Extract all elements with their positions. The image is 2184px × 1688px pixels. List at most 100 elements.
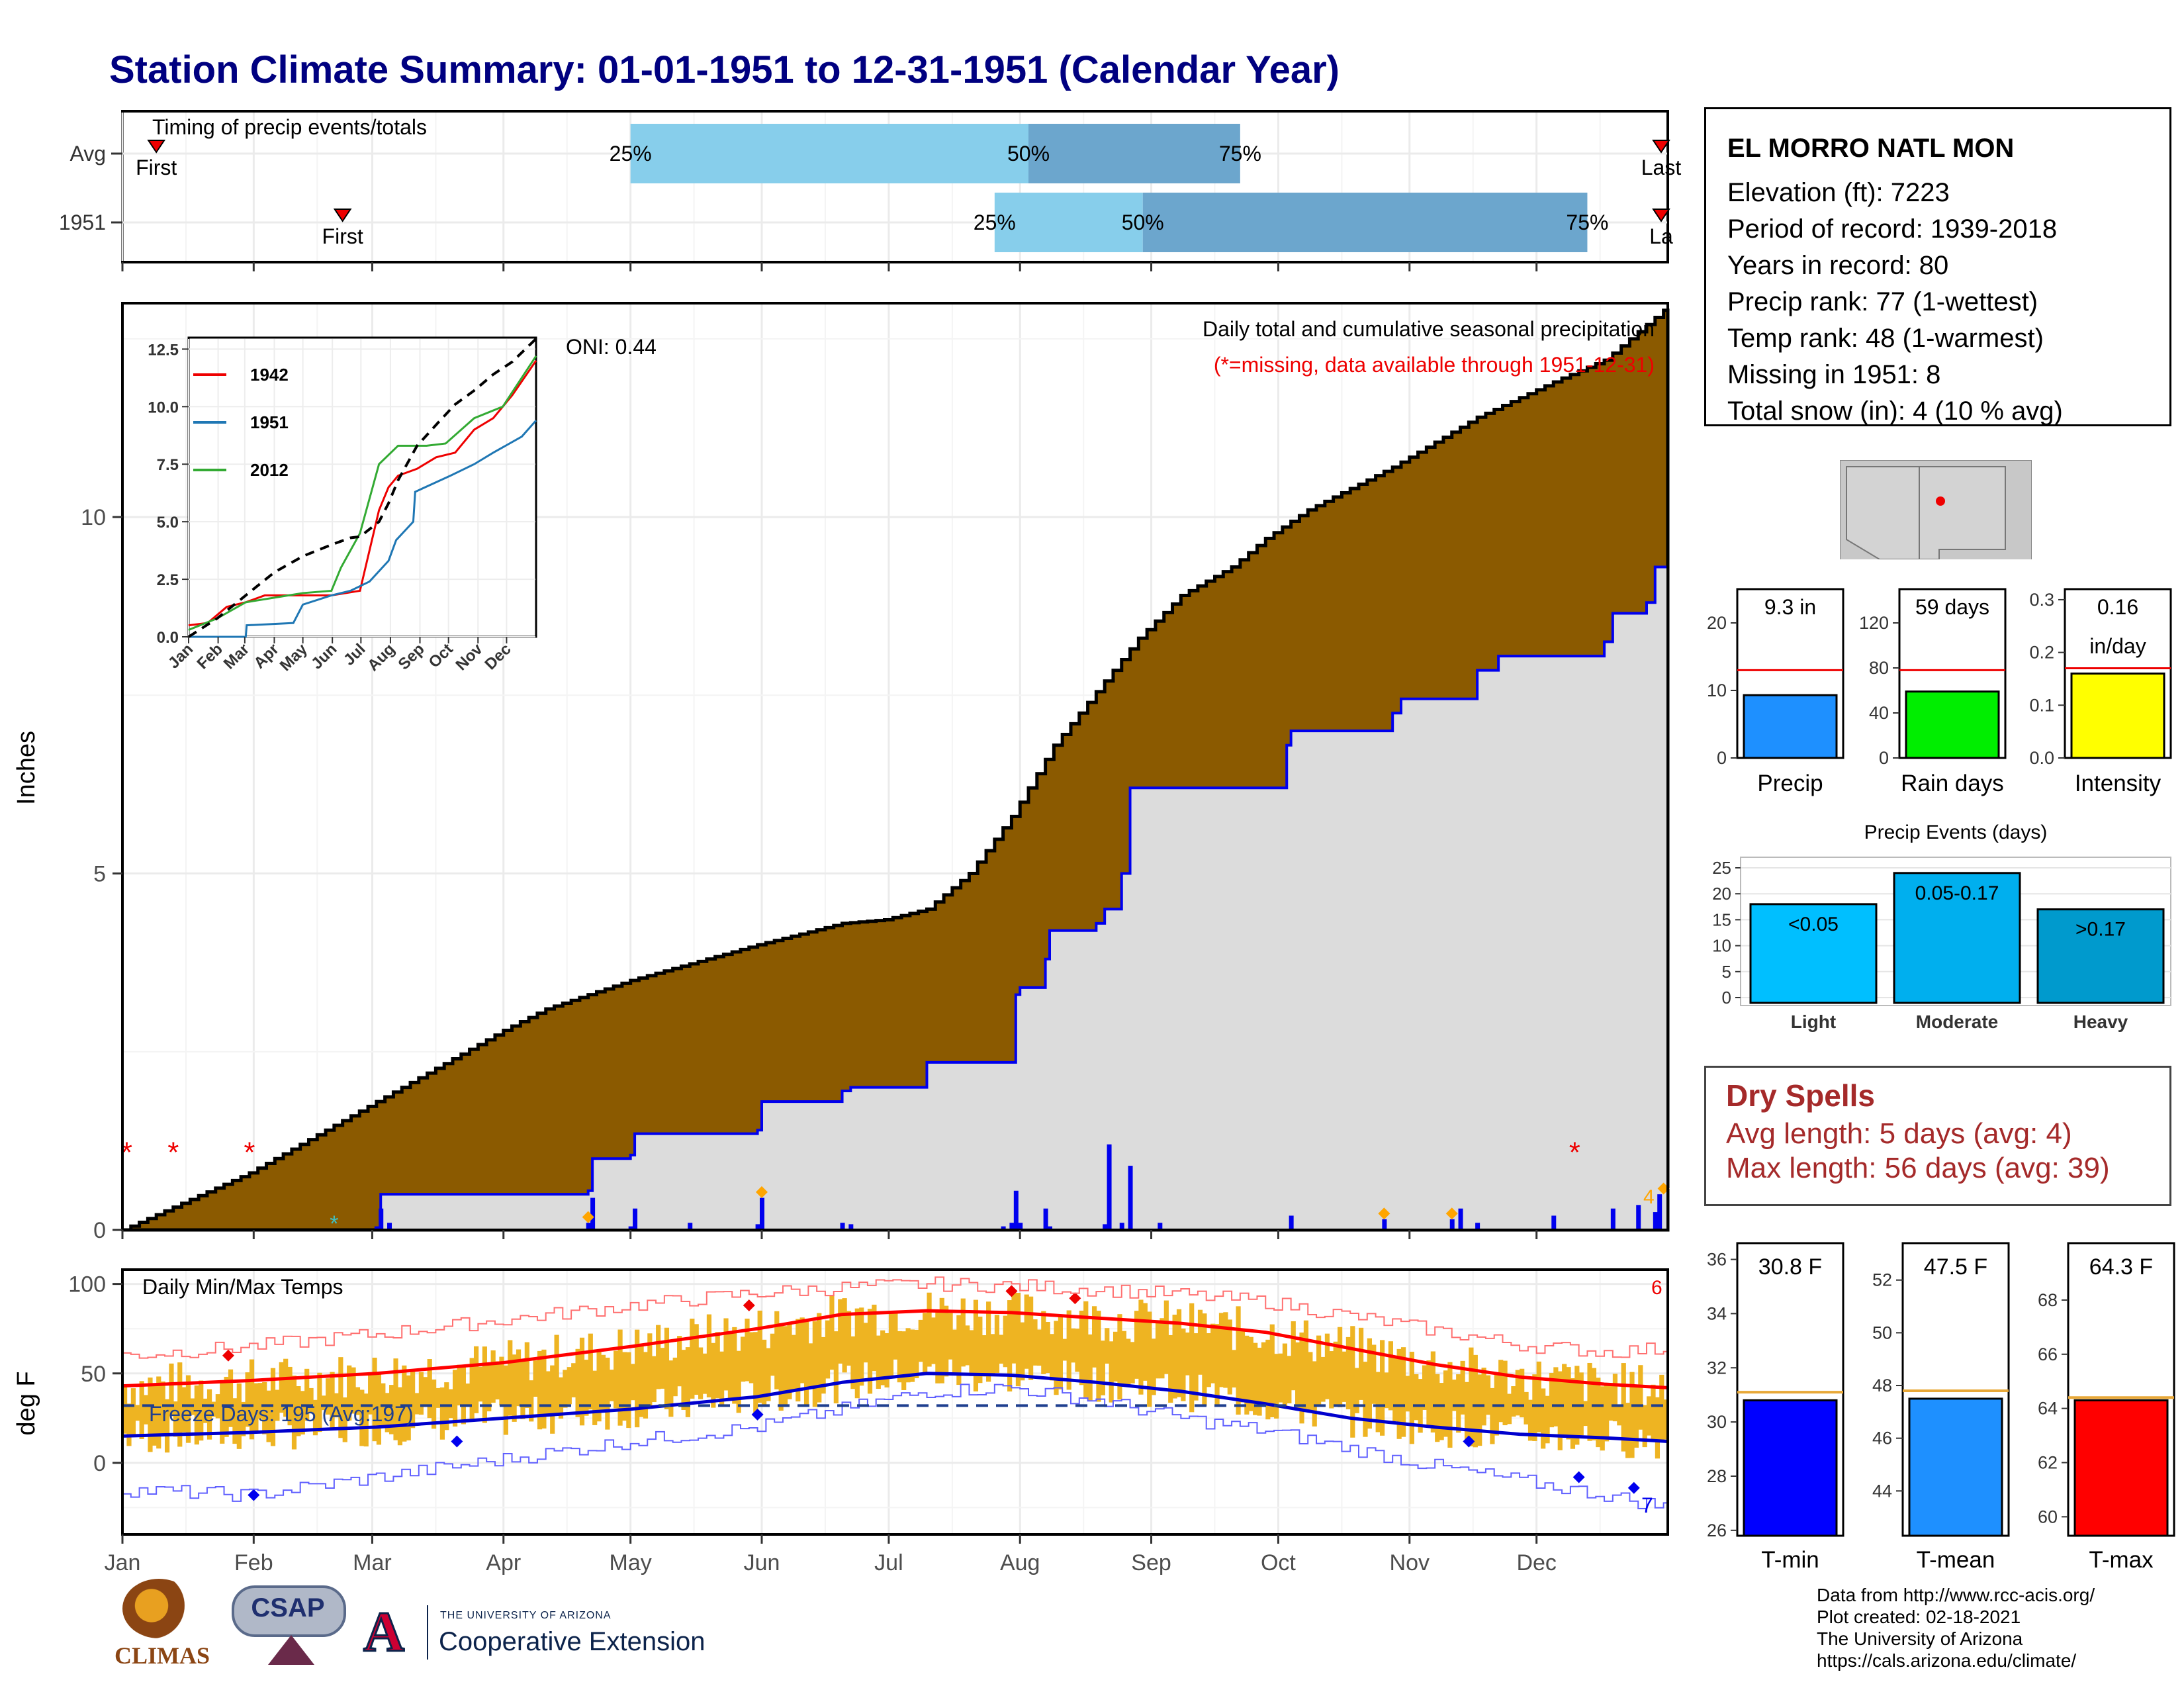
record-temp-marker	[1005, 1285, 1018, 1297]
station-precip-rank: Precip rank: 77 (1-wettest)	[1727, 287, 2038, 316]
daily-precip-bar	[387, 1223, 392, 1230]
temp-daily-bar	[1659, 1374, 1664, 1442]
station-snow: Total snow (in): 4 (10 % avg)	[1727, 397, 2063, 426]
temp-daily-bar	[1274, 1354, 1279, 1419]
temp-daily-bar	[1570, 1378, 1576, 1449]
temp-daily-bar	[956, 1315, 962, 1385]
mini-value-label: 59 days	[1915, 595, 1989, 619]
footer-plot-created: Plot created: 02-18-2021	[1817, 1607, 2021, 1627]
temp-daily-bar	[931, 1317, 936, 1364]
temp-daily-bar	[1291, 1321, 1296, 1391]
temp-daily-bar	[287, 1366, 293, 1426]
temp-daily-bar	[1422, 1365, 1428, 1410]
record-temp-marker	[1069, 1292, 1081, 1305]
temp-daily-bar	[1138, 1299, 1144, 1395]
temp-daily-bar	[1105, 1328, 1110, 1364]
temp-daily-bar	[803, 1321, 809, 1405]
temp-daily-bar	[694, 1324, 699, 1395]
temp-daily-bar	[262, 1382, 267, 1434]
temp-daily-bar	[1185, 1332, 1190, 1376]
temp-daily-bar	[435, 1387, 441, 1408]
mini-bar-label: Precip	[1757, 771, 1823, 796]
inset-y-tick-label: 7.5	[157, 456, 179, 474]
temp-daily-bar	[698, 1347, 704, 1399]
temp-summary-bar-t-max	[2073, 1399, 2169, 1537]
temp-daily-bar	[554, 1335, 559, 1415]
temp-daily-bar	[1469, 1347, 1474, 1446]
temp-daily-bar	[206, 1389, 212, 1440]
temp-summary-y-tick-label: 68	[2038, 1290, 2058, 1310]
temp-daily-bar	[1359, 1327, 1364, 1400]
missing-data-asterisk: *	[121, 1137, 132, 1169]
temp-summary-y-tick-label: 50	[1872, 1323, 1892, 1342]
temp-summary-y-tick-label: 60	[2038, 1507, 2058, 1526]
temp-daily-bar	[1130, 1342, 1135, 1383]
precip-y-tick-label: 10	[81, 505, 106, 530]
temp-daily-bar	[1527, 1399, 1533, 1441]
inset-line-1951	[189, 420, 537, 638]
temp-daily-bar	[550, 1365, 555, 1434]
heavy-event-marker	[1445, 1207, 1458, 1220]
temp-daily-bar	[224, 1376, 229, 1437]
temp-daily-bar	[1651, 1384, 1656, 1441]
temp-daily-bar	[211, 1401, 216, 1417]
timing-panel: Timing of precip events/totals 25% 50% 75%…	[59, 110, 1681, 271]
events-bar-heavy	[2036, 908, 2165, 1004]
temp-daily-bar	[1464, 1382, 1470, 1444]
temp-daily-bar	[1176, 1309, 1182, 1397]
climas-icon	[122, 1579, 195, 1638]
temp-daily-bar	[1532, 1374, 1537, 1441]
temp-daily-bar	[1087, 1334, 1093, 1401]
temp-daily-bar	[236, 1383, 242, 1449]
daily-precip-bars	[374, 1144, 1670, 1230]
temp-daily-bar	[965, 1325, 970, 1366]
temp-daily-bar	[520, 1360, 525, 1419]
temp-daily-bar	[821, 1336, 826, 1394]
temp-summary-y-tick-label: 26	[1707, 1521, 1727, 1540]
precip-panel: * * * * * 0 5 10 Inches Daily total and cumula…	[13, 302, 1670, 1243]
temp-summary-y-tick-label: 32	[1707, 1358, 1727, 1378]
temp-daily-bar	[1058, 1314, 1063, 1389]
temp-daily-bar	[978, 1316, 983, 1383]
temp-daily-bar	[1193, 1333, 1199, 1401]
temp-daily-bar	[1045, 1321, 1050, 1374]
temp-summary-value-label: 30.8 F	[1758, 1254, 1822, 1280]
temp-daily-bar	[122, 1386, 128, 1434]
temp-daily-bar	[880, 1330, 886, 1385]
temp-daily-bar	[711, 1342, 716, 1408]
dry-spells-title: Dry Spells	[1726, 1078, 1875, 1113]
month-tick-label: Feb	[234, 1550, 273, 1575]
temp-daily-bar	[681, 1350, 686, 1411]
temp-daily-bar	[220, 1383, 225, 1444]
temp-daily-bar	[177, 1362, 183, 1447]
temp-daily-bar	[727, 1331, 733, 1399]
daily-precip-bar	[1636, 1205, 1641, 1230]
temp-daily-bar	[1439, 1383, 1444, 1440]
temp-daily-bar	[1282, 1343, 1288, 1407]
temp-daily-bar	[1647, 1396, 1652, 1436]
new-mexico-shape	[1919, 466, 2006, 560]
daily-precip-bar	[1043, 1208, 1048, 1230]
temp-daily-bar	[584, 1360, 589, 1416]
temp-daily-bar	[355, 1387, 361, 1415]
temp-daily-bar	[1333, 1341, 1338, 1406]
temp-daily-bar	[609, 1370, 614, 1401]
temp-daily-bar	[723, 1318, 729, 1391]
daily-precip-bar	[1458, 1208, 1463, 1230]
temp-daily-bar	[563, 1370, 568, 1408]
temp-daily-bar	[1591, 1368, 1597, 1440]
temp-daily-bar	[592, 1370, 598, 1425]
temp-daily-bar	[1240, 1331, 1246, 1403]
month-tick-label: Jul	[874, 1550, 903, 1575]
temp-daily-bar	[1206, 1333, 1211, 1387]
daily-precip-bar	[1009, 1223, 1015, 1230]
daily-precip-bar	[1289, 1215, 1294, 1230]
temp-daily-bar	[736, 1350, 741, 1413]
events-y-tick-label: 25	[1712, 858, 1731, 878]
temp-daily-bar	[503, 1365, 508, 1435]
inset-legend-label: 1951	[250, 412, 289, 432]
temp-daily-bar	[1490, 1387, 1495, 1444]
temp-daily-bar	[935, 1312, 940, 1383]
temp-daily-bar	[1375, 1372, 1381, 1432]
mini-y-tick-label: 0	[1717, 748, 1727, 768]
